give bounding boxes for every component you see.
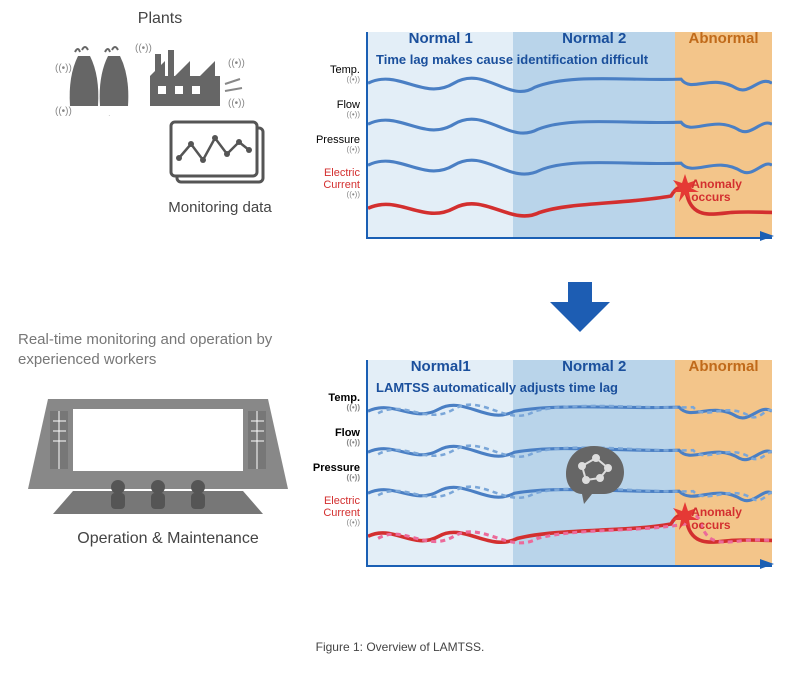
- anomaly-label: Anomaly occurs: [691, 506, 772, 532]
- figure-container: Plants: [0, 0, 800, 674]
- plants-label: Plants: [30, 10, 290, 28]
- wifi-icon: ((•)): [304, 519, 360, 528]
- chart-top: Temp.((•)) Flow((•)) Pressure((•)) Elect…: [360, 22, 780, 257]
- chart-bottom-sensor-labels: Temp.((•)) Flow((•)) Pressure((•)) Elect…: [304, 388, 360, 534]
- ai-brain-icon: [554, 436, 634, 506]
- anomaly-label: Anomaly occurs: [691, 178, 772, 204]
- control-room-icon: [18, 379, 298, 519]
- om-section: Real-time monitoring and operation by ex…: [18, 330, 318, 548]
- monitoring-icon: [165, 120, 275, 190]
- om-label: Operation & Maintenance: [18, 530, 318, 548]
- svg-text:((•)): ((•)): [135, 43, 152, 54]
- sensor-label: Pressure: [316, 134, 360, 146]
- figure-caption: Figure 1: Overview of LAMTSS.: [0, 640, 800, 654]
- wifi-icon: ((•)): [304, 111, 360, 120]
- wifi-icon: ((•)): [304, 191, 360, 200]
- axis-arrow-icon: [760, 557, 774, 571]
- sensor-label: Pressure: [313, 462, 360, 474]
- chart-top-plot: Normal 1 Normal 2 Abnormal Time lag make…: [366, 32, 772, 239]
- sensor-label: Electric Current: [323, 167, 360, 191]
- monitoring-label: Monitoring data: [130, 199, 310, 216]
- chart-top-sensor-labels: Temp.((•)) Flow((•)) Pressure((•)) Elect…: [304, 60, 360, 206]
- wifi-icon: ((•)): [304, 439, 360, 448]
- svg-text:((•)): ((•)): [55, 106, 72, 116]
- axis-arrow-icon: [760, 229, 774, 243]
- monitoring-section: Monitoring data: [130, 120, 310, 216]
- sensor-label: Electric Current: [323, 495, 360, 519]
- chart-bottom-plot: Normal1 Normal 2 Abnormal LAMTSS automat…: [366, 360, 772, 567]
- plants-section: Plants: [30, 10, 290, 116]
- wifi-icon: ((•)): [304, 474, 360, 483]
- plant-icons: ((•)) ((•)) ((•)) ((•)) ((•)): [30, 36, 290, 116]
- down-arrow-icon: [550, 282, 610, 332]
- svg-text:((•)): ((•)): [55, 63, 72, 74]
- wifi-icon: ((•)): [304, 146, 360, 155]
- wifi-icon: ((•)): [304, 404, 360, 413]
- wifi-icon: ((•)): [304, 76, 360, 85]
- svg-text:((•)): ((•)): [228, 98, 245, 109]
- chart-bottom: Temp.((•)) Flow((•)) Pressure((•)) Elect…: [360, 350, 780, 585]
- om-heading: Real-time monitoring and operation by ex…: [18, 330, 318, 369]
- svg-text:((•)): ((•)): [228, 58, 245, 69]
